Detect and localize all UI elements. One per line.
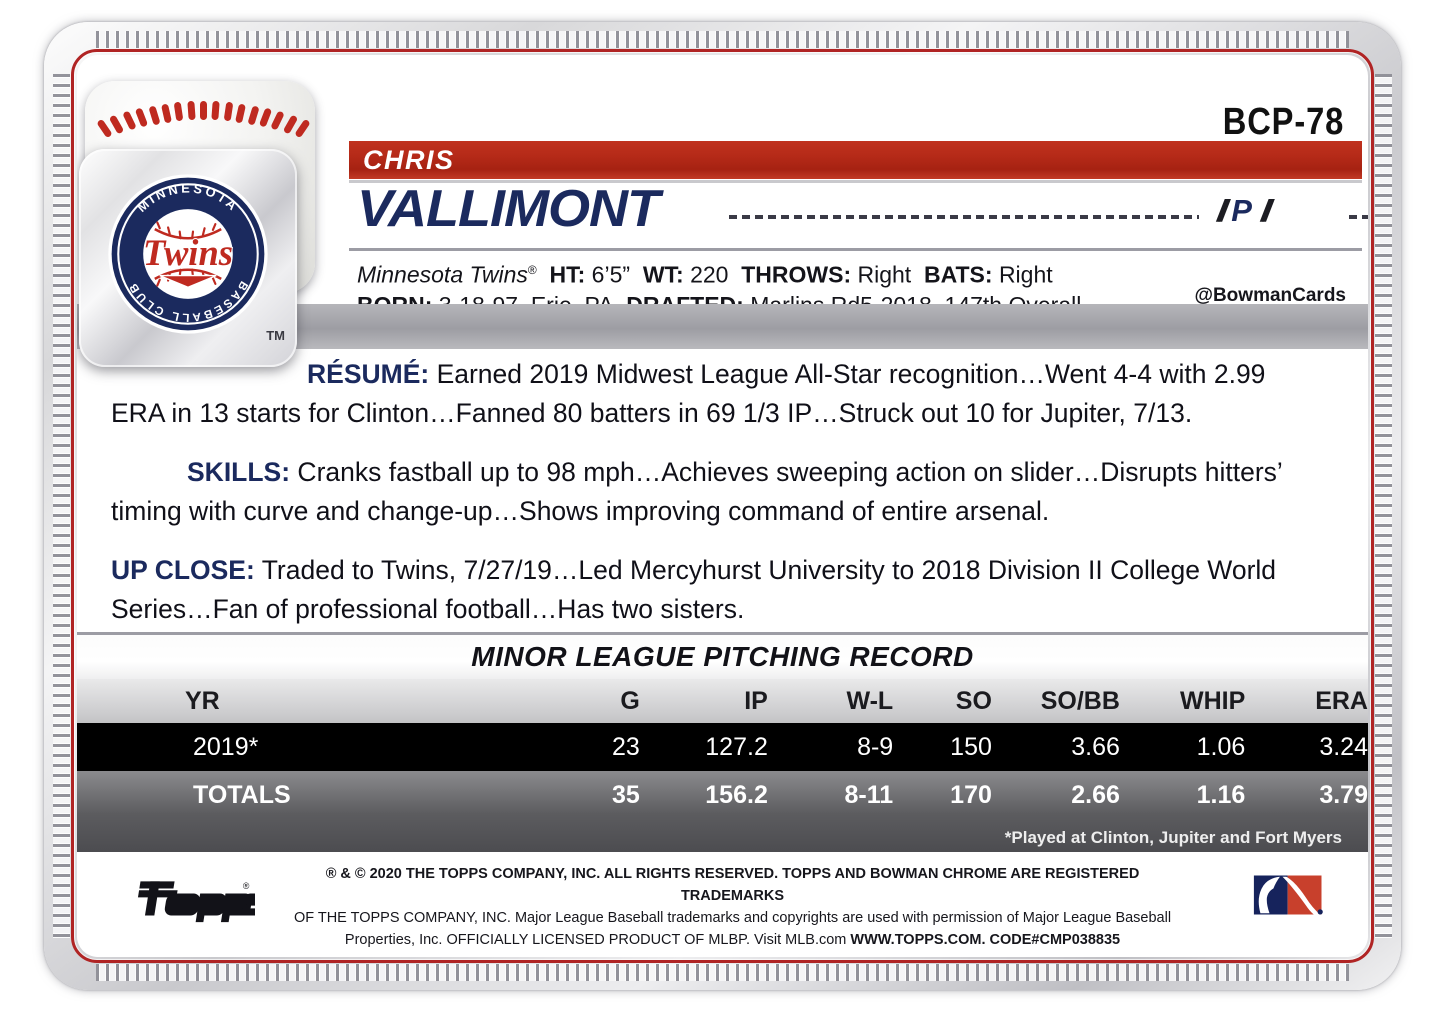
twins-script-text: Twins [143,232,233,273]
topps-logo-icon: ® [137,881,255,923]
frame-ticks-bottom [96,964,1349,981]
card-header: BCP-78 CHRIS VALLIMONT // P // [77,55,1368,318]
cell-sobb: 2.66 [1071,780,1120,809]
logo-plate: Twins MINNESOTA BASEBALL CLUB TM [79,149,297,367]
dashed-rule-left [729,215,1199,219]
card-number: BCP-78 [1222,101,1344,143]
column-header-sobb: SO/BB [1040,686,1120,715]
column-header-so: SO [955,686,992,715]
cell-ip: 156.2 [705,780,768,809]
column-header-wl: W-L [846,686,894,715]
position-marker: // P // [1217,193,1273,229]
legal-text: ® & © 2020 THE TOPPS COMPANY, INC. ALL R… [277,863,1188,951]
vitals-line-1: Minnesota Twins® HT: 6’5” WT: 220 THROWS… [357,255,1362,290]
registered-mark: ® [527,263,537,277]
player-last-name: VALLIMONT [357,180,660,238]
cell-era: 3.24 [1319,732,1368,761]
height-label: HT: [549,261,586,288]
team-name: Minnesota Twins [357,261,528,288]
stats-section: MINOR LEAGUE PITCHING RECORD YR G [77,632,1368,852]
legal-line-2: OF THE TOPPS COMPANY, INC. Major League … [293,910,1172,926]
bats-label: BATS: [923,261,993,288]
stats-footnote: *Played at Clinton, Jupiter and Fort Mye… [1004,828,1342,847]
stats-title: MINOR LEAGUE PITCHING RECORD [471,641,974,672]
dashed-rule-right [1349,215,1368,219]
throws-value: Right [857,261,912,288]
column-header-yr: YR [185,686,220,715]
throws-label: THROWS: [741,261,852,288]
resume-text: Earned 2019 Midwest League All-Star reco… [111,359,1266,428]
minnesota-twins-logo-icon: Twins MINNESOTA BASEBALL CLUB [108,174,268,334]
last-name-row: VALLIMONT // P // [349,180,1368,245]
first-name-banner: CHRIS [349,141,1362,183]
upclose-paragraph: UP CLOSE: Traded to Twins, 7/27/19…Led M… [77,551,1368,629]
weight-label: WT: [642,261,684,288]
skills-label: SKILLS: [187,457,291,487]
legal-line-3b: WWW.TOPPS.COM. CODE#CMP038835 [850,932,1121,948]
card-footer: ® ® & © 2020 THE TOPPS COMPANY, INC. ALL… [77,855,1368,957]
weight-value: 220 [690,261,729,288]
upclose-label: UP CLOSE: [111,555,255,585]
cell-g: 23 [612,732,640,761]
social-handle[interactable]: @BowmanCards [1194,285,1346,306]
player-first-name: CHRIS [363,145,455,175]
cell-ip: 127.2 [705,732,768,761]
cell-g: 35 [612,780,640,809]
resume-paragraph: RÉSUMÉ: Earned 2019 Midwest League All-S… [77,355,1368,433]
cell-whip: 1.16 [1196,780,1246,809]
cell-yr: 2019* [193,732,259,761]
frame-ticks-top [96,31,1349,48]
topps-registered-icon: ® [243,881,250,891]
cell-whip: 1.06 [1196,732,1246,761]
table-row: 2019* 23 127.2 8-9 150 3.66 1.06 3.24 [77,723,1368,771]
height-value: 6’5” [591,261,631,288]
header-divider [349,248,1362,251]
cell-wl: 8-9 [857,732,894,761]
pitching-record-table: YR G IP W-L SO SO/BB WHIP ERA [77,679,1368,819]
column-header-g: G [620,686,640,715]
legal-line-1: ® & © 2020 THE TOPPS COMPANY, INC. ALL R… [325,866,1140,904]
position-letter: P [1231,193,1252,228]
column-header-era: ERA [1315,686,1368,715]
cell-sobb: 3.66 [1071,732,1120,761]
cell-yr: TOTALS [193,780,291,809]
skills-paragraph: SKILLS: Cranks fastball up to 98 mph…Ach… [77,453,1368,531]
card-face: BCP-78 CHRIS VALLIMONT // P // [77,55,1368,957]
column-header-ip: IP [744,686,768,715]
cell-so: 170 [950,780,992,809]
slash-right-icon: // [1260,193,1273,228]
resume-label: RÉSUMÉ: [307,359,430,389]
cell-so: 150 [950,732,992,761]
trademark-mark: TM [266,328,285,343]
team-badge: Twins MINNESOTA BASEBALL CLUB TM [77,77,355,397]
legal-line-3: Properties, Inc. OFFICIALLY LICENSED PRO… [344,932,851,948]
mlb-logo-icon [1253,875,1323,915]
frame-ticks-left [53,74,70,938]
column-header-whip: WHIP [1179,686,1246,715]
upclose-text: Traded to Twins, 7/27/19…Led Mercyhurst … [111,555,1277,624]
slash-left-icon: // [1217,193,1229,228]
stats-body: YR G IP W-L SO SO/BB WHIP ERA [77,679,1368,852]
cell-era: 3.79 [1319,780,1368,809]
stats-title-bar: MINOR LEAGUE PITCHING RECORD [77,632,1368,682]
card-outer-frame: BCP-78 CHRIS VALLIMONT // P // [44,22,1401,990]
frame-ticks-right [1375,74,1392,938]
bio-section: RÉSUMÉ: Earned 2019 Midwest League All-S… [77,355,1368,649]
frame-red-hairline [71,49,1374,963]
stats-header-row: YR G IP W-L SO SO/BB WHIP ERA [77,679,1368,723]
cell-wl: 8-11 [844,780,894,809]
table-row: TOTALS 35 156.2 8-11 170 2.66 1.16 3.79 [77,771,1368,819]
bats-value: Right [998,261,1053,288]
skills-text: Cranks fastball up to 98 mph…Achieves sw… [111,457,1282,526]
